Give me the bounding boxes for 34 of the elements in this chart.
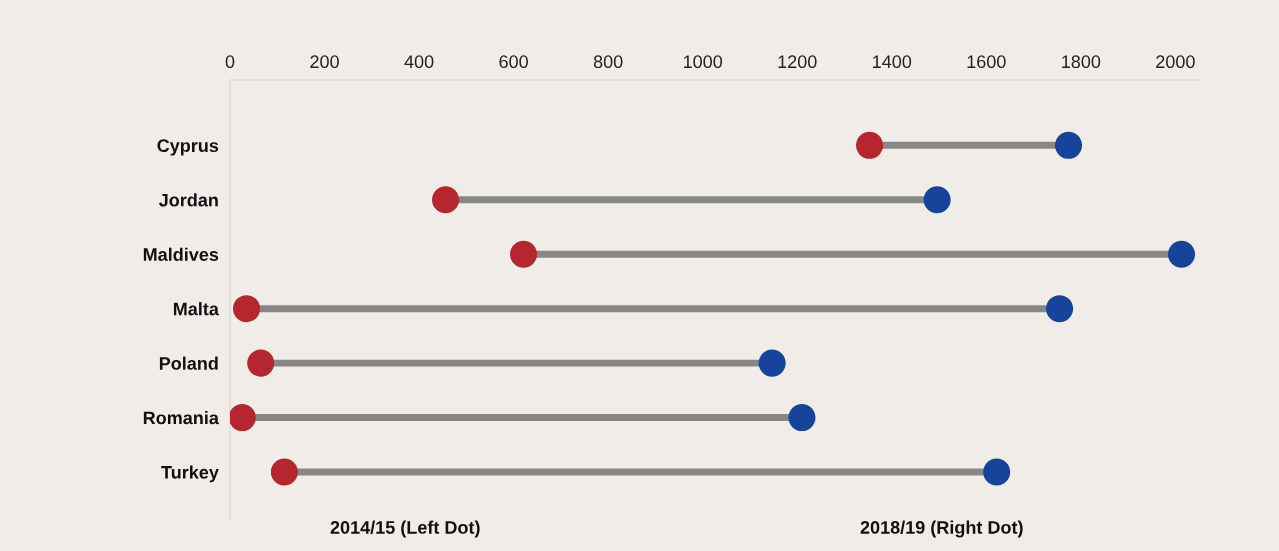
- point: [432, 186, 460, 214]
- point: [758, 349, 786, 377]
- x-tick-label: 1800: [1062, 55, 1101, 69]
- point: [1046, 295, 1074, 323]
- y-tick-label: Poland: [159, 356, 218, 370]
- y-tick-label: Turkey: [161, 465, 219, 483]
- x-tick-label: 200: [310, 55, 339, 69]
- point: [270, 458, 298, 486]
- y-tick-label: Maldives: [143, 247, 219, 261]
- annotation: 2014/15 (Left Dot): [330, 520, 480, 538]
- point: [788, 404, 816, 432]
- y-tick-label: Jordan: [158, 193, 218, 207]
- point: [510, 240, 538, 268]
- point: [247, 349, 275, 377]
- x-tick-label: 800: [593, 55, 623, 69]
- x-tick-label: 1400: [873, 55, 912, 69]
- annotation: 2018/19 (Right Dot): [860, 520, 1023, 538]
- point: [1055, 131, 1083, 159]
- point: [230, 404, 256, 432]
- y-tick-label: Malta: [173, 302, 220, 316]
- point: [856, 131, 884, 159]
- x-tick-label: 600: [499, 55, 528, 69]
- y-tick-label: Romania: [143, 411, 220, 425]
- x-tick-label: 0: [225, 55, 235, 69]
- x-tick-label: 400: [404, 55, 434, 69]
- y-tick-label: Cyprus: [157, 139, 219, 156]
- x-tick-label: 2000: [1156, 55, 1195, 69]
- point: [233, 295, 261, 323]
- x-tick-label: 1200: [778, 55, 817, 69]
- point: [983, 458, 1011, 486]
- x-tick-label: 1000: [683, 55, 723, 69]
- point: [1167, 240, 1196, 268]
- x-tick-label: 1600: [967, 55, 1006, 69]
- point: [923, 186, 951, 214]
